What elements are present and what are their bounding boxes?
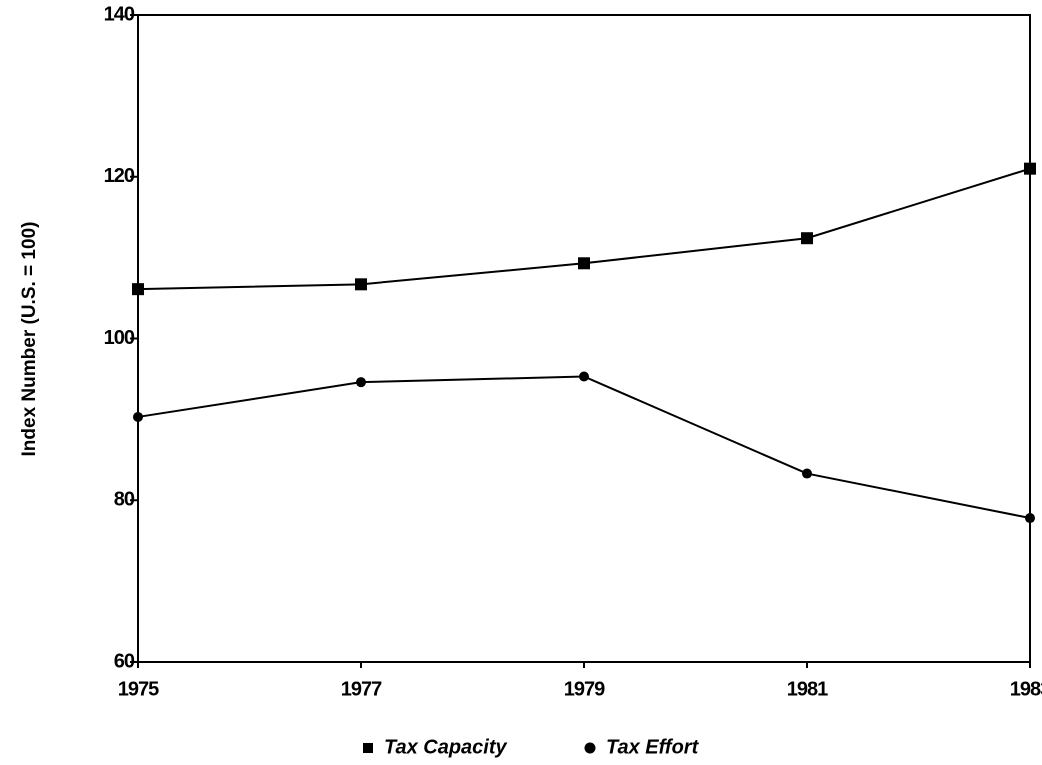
x-tick-label: 1977 [341, 678, 382, 700]
data-point [355, 278, 367, 291]
y-tick-label: 140 [104, 3, 135, 25]
data-point [356, 377, 366, 388]
data-point [802, 468, 812, 479]
legend-label: Tax Capacity [384, 736, 508, 758]
legend-label: Tax Effort [606, 736, 700, 758]
data-point [579, 371, 589, 382]
series-line [137, 167, 1031, 291]
data-point [801, 232, 813, 245]
data-point [132, 283, 144, 296]
x-tick-label: 1983 [1010, 678, 1042, 700]
y-axis-title: Index Number (U.S. = 100) [19, 222, 40, 457]
x-tick-label: 1975 [118, 678, 159, 700]
x-tick-label: 1981 [787, 678, 828, 700]
data-point [1024, 162, 1036, 175]
data-point [578, 257, 590, 270]
data-point [1025, 513, 1035, 524]
plot-frame [137, 14, 1031, 663]
legend-marker [584, 742, 596, 754]
y-tick-label: 100 [104, 327, 135, 349]
y-tick-label: 60 [114, 650, 135, 672]
y-tick-label: 120 [104, 165, 135, 187]
legend-marker [363, 743, 373, 753]
series-line [137, 375, 1031, 520]
y-tick-label: 80 [114, 489, 135, 511]
data-point [133, 411, 143, 422]
x-tick-label: 1979 [564, 678, 605, 700]
